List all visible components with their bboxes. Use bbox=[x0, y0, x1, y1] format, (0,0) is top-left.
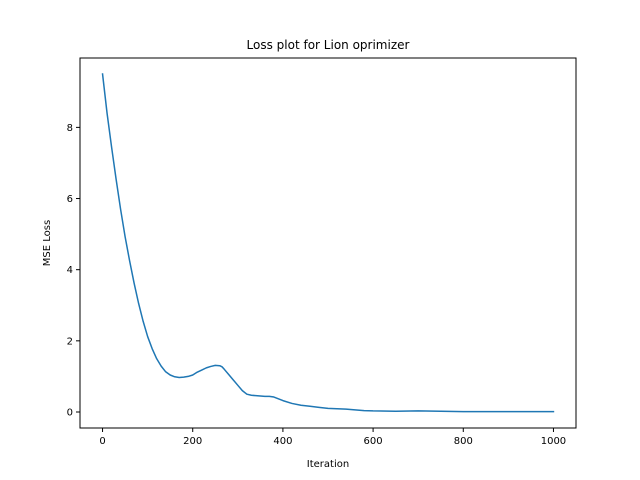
x-tick-label: 0 bbox=[99, 436, 105, 447]
x-axis-label: Iteration bbox=[307, 459, 349, 470]
x-tick-label: 600 bbox=[364, 436, 383, 447]
chart-title: Loss plot for Lion oprimizer bbox=[247, 38, 410, 52]
tick-group: 0 200 400 600 800 1000 0 2 4 6 8 bbox=[67, 123, 567, 447]
plot-area bbox=[80, 58, 576, 428]
series-group bbox=[101, 73, 555, 413]
plot-frame bbox=[79, 57, 577, 429]
y-tick-label: 6 bbox=[67, 194, 73, 205]
x-tick-label: 1000 bbox=[541, 436, 566, 447]
x-tick-label: 400 bbox=[273, 436, 292, 447]
y-tick-label: 4 bbox=[67, 265, 73, 276]
y-tick-label: 0 bbox=[67, 407, 73, 418]
y-tick-label: 2 bbox=[67, 336, 73, 347]
x-tick-label: 200 bbox=[183, 436, 202, 447]
loss-series-line bbox=[101, 73, 555, 413]
y-tick-label: 8 bbox=[67, 123, 73, 134]
y-axis-label: MSE Loss bbox=[42, 220, 53, 266]
x-tick-label: 800 bbox=[454, 436, 473, 447]
